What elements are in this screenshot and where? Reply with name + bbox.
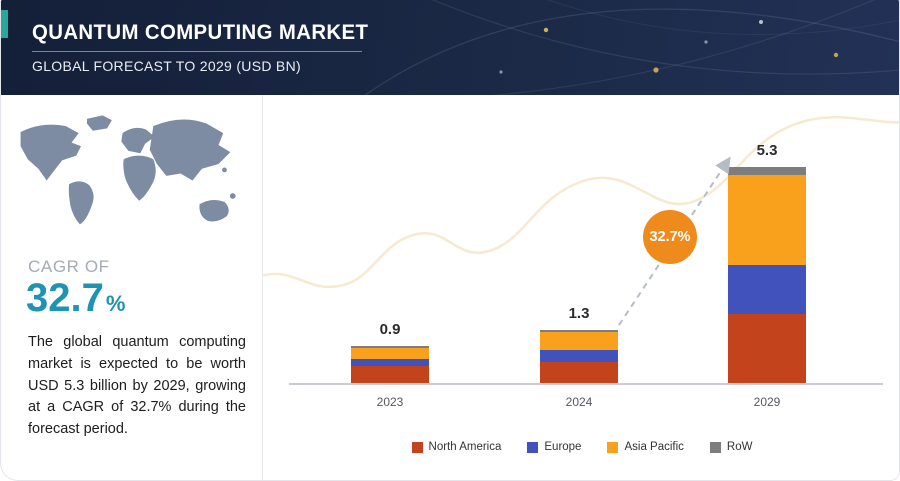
legend-label: Asia Pacific [624,441,684,453]
header-accent-bar [1,10,8,38]
bar-segment-asia-pacific [540,332,618,351]
bar-stack [540,330,618,383]
legend-item-asia-pacific: Asia Pacific [607,441,684,453]
bar-segment-row [728,166,806,176]
bar-2024: 1.3 [540,305,618,383]
legend-swatch [527,441,539,453]
cagr-percent-sign: % [105,291,126,316]
bar-segment-europe [728,264,806,314]
x-axis-line [289,383,883,385]
header-divider [32,51,362,52]
x-axis-label: 2024 [565,395,593,409]
legend-swatch [709,441,721,453]
legend-label: RoW [726,441,753,453]
bar-plot: 0.9 2023 1.3 2024 5.3 2029 [263,95,899,480]
bar-segment-asia-pacific [728,175,806,265]
chart-region: 0.9 2023 1.3 2024 5.3 2029 32.7% North Americ… [263,95,899,480]
page-subtitle: GLOBAL FORECAST TO 2029 (USD BN) [32,58,301,74]
bar-total-label: 0.9 [379,321,401,339]
legend-label: North America [428,441,502,453]
legend-swatch [411,441,423,453]
world-map-icon [20,115,236,225]
cagr-label: CAGR OF [28,257,110,276]
legend-label: Europe [544,441,582,453]
bar-2023: 0.9 [351,321,429,383]
x-axis-label: 2023 [376,395,404,409]
x-axis-label: 2029 [753,395,781,409]
bar-stack [728,166,806,383]
bar-segment-north-america [540,361,618,383]
bar-segment-north-america [351,365,429,383]
legend-item-europe: Europe [527,441,581,453]
bar-segment-row [351,346,429,349]
bar-total-label: 1.3 [568,305,590,323]
growth-badge: 32.7% [643,210,697,264]
header: QUANTUM COMPUTING MARKET GLOBAL FORECAST… [1,0,899,95]
header-network-decoration [364,0,899,95]
bar-segment-asia-pacific [351,348,429,360]
legend: North America Europe Asia Pacific RoW [263,441,899,453]
bar-total-label: 5.3 [756,141,778,159]
legend-item-row: RoW [709,441,753,453]
bar-2029: 5.3 [728,142,806,383]
bar-segment-europe [351,359,429,366]
bar-segment-north-america [728,313,806,383]
page-title: QUANTUM COMPUTING MARKET [32,21,369,44]
cagr-value: 32.7% [26,277,262,319]
market-description: The global quantum computing market is e… [28,334,246,437]
legend-item-north-america: North America [411,441,502,453]
bar-stack [351,346,429,383]
bar-segment-row [540,330,618,333]
legend-swatch [607,441,619,453]
bar-segment-europe [540,350,618,362]
sidebar: CAGR OF 32.7% The global quantum computi… [1,95,263,480]
cagr-number: 32.7 [26,276,104,320]
